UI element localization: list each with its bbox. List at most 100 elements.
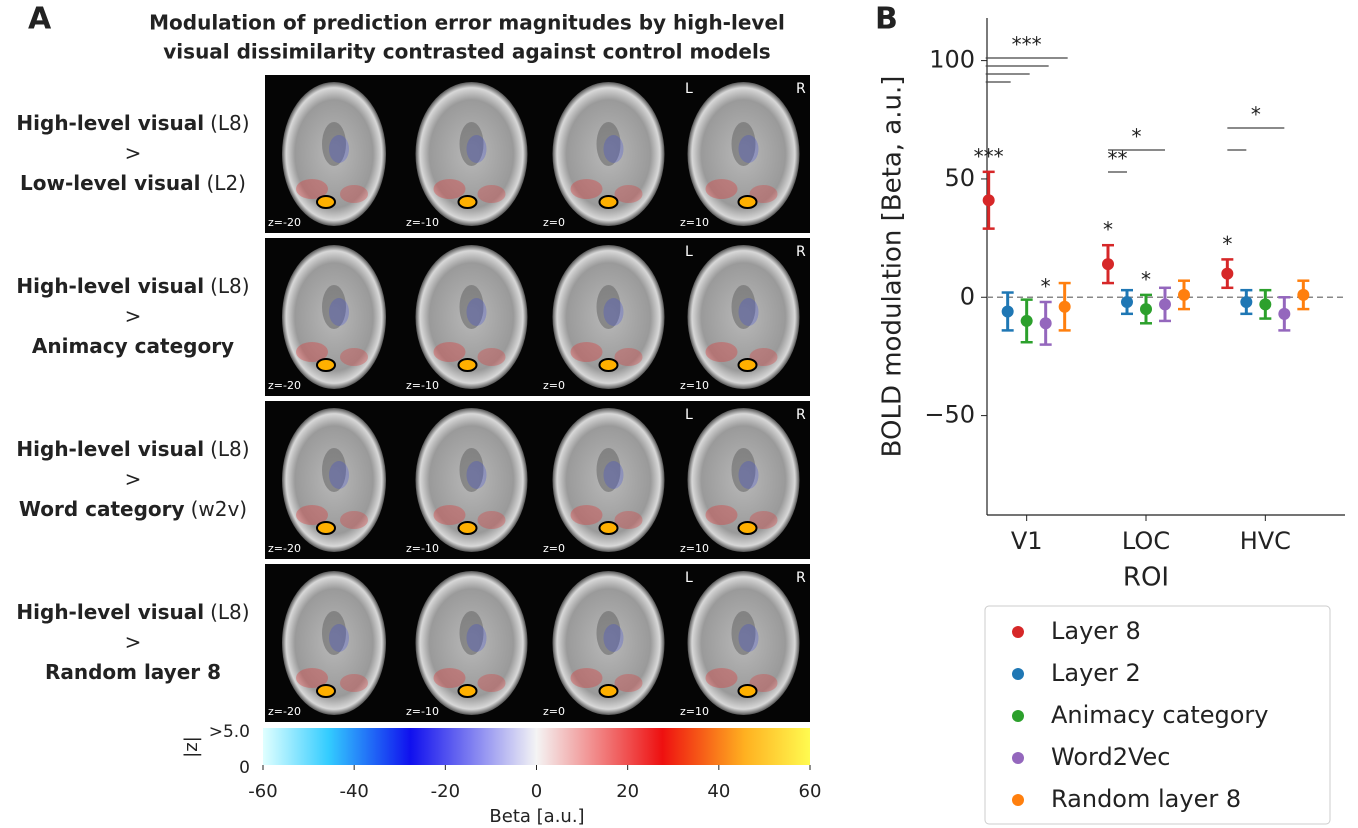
activation-blob — [478, 511, 506, 529]
slice-label: z=-10 — [406, 542, 439, 555]
mean-point — [1259, 298, 1271, 310]
activation-blob — [340, 511, 368, 529]
cluster-outline — [600, 685, 618, 697]
activation-blob — [340, 348, 368, 366]
row-label: Low-level visual(L2) — [20, 171, 246, 195]
colorbar-tick-label: 0 — [531, 781, 542, 802]
row-label: High-level visual(L8) — [16, 274, 249, 298]
activation-blob — [604, 461, 624, 489]
panel-letter: B — [875, 2, 898, 37]
colorbar-tick-label: -20 — [431, 781, 460, 802]
cluster-outline — [600, 522, 618, 534]
activation-blob — [615, 674, 643, 692]
colorbar-label: Beta [a.u.] — [489, 806, 584, 827]
mean-point — [1059, 301, 1071, 313]
row-separator: > — [125, 141, 142, 165]
significance-star: * — [1041, 275, 1051, 299]
mean-point — [1221, 268, 1233, 280]
colorbar-tick-label: 40 — [707, 781, 730, 802]
legend-label: Animacy category — [1051, 701, 1268, 729]
activation-blob — [340, 185, 368, 203]
hemisphere-label: L — [685, 570, 693, 586]
hemisphere-label: R — [796, 570, 806, 586]
mean-point — [1040, 317, 1052, 329]
row-label-part: (L8) — [210, 437, 249, 461]
panel-title: visual dissimilarity contrasted against … — [163, 40, 770, 64]
activation-blob — [467, 298, 487, 326]
row-label: Random layer 8 — [45, 660, 221, 684]
colorbar-tick-label: -40 — [339, 781, 368, 802]
row-label-part: (L8) — [210, 111, 249, 135]
legend-marker — [1012, 668, 1024, 680]
slice-label: z=-20 — [268, 542, 301, 555]
mean-point — [1159, 298, 1171, 310]
activation-blob — [478, 348, 506, 366]
activation-blob — [604, 298, 624, 326]
slice-label: z=0 — [543, 542, 565, 555]
colorbar-tick-label: 60 — [799, 781, 822, 802]
activation-blob — [329, 461, 349, 489]
activation-blob — [467, 461, 487, 489]
activation-blob — [571, 668, 603, 688]
x-axis-label: ROI — [1123, 563, 1169, 593]
mean-point — [1121, 296, 1133, 308]
cluster-outline — [739, 196, 757, 208]
x-tick-label: V1 — [1011, 527, 1043, 555]
slice-label: z=-20 — [268, 216, 301, 229]
cluster-outline — [459, 522, 477, 534]
row-label-part: (L8) — [210, 274, 249, 298]
row-label: High-level visual(L8) — [16, 600, 249, 624]
slice-label: z=10 — [680, 705, 709, 718]
activation-blob — [739, 135, 759, 163]
activation-blob — [478, 674, 506, 692]
mean-point — [1140, 303, 1152, 315]
cluster-outline — [739, 685, 757, 697]
row-separator: > — [125, 304, 142, 328]
colorbar-tick-label: -60 — [248, 781, 277, 802]
row-label-part: High-level visual — [16, 274, 204, 298]
legend-marker — [1012, 626, 1024, 638]
y-tick-label: −50 — [924, 401, 975, 429]
activation-blob — [571, 179, 603, 199]
cluster-outline — [739, 359, 757, 371]
activation-blob — [329, 135, 349, 163]
activation-blob — [706, 342, 738, 362]
row-label-part: Word category — [19, 497, 185, 521]
row-label-part: High-level visual — [16, 600, 204, 624]
row-label: Word category(w2v) — [19, 497, 247, 521]
activation-blob — [615, 185, 643, 203]
cluster-outline — [600, 196, 618, 208]
mean-point — [1240, 296, 1252, 308]
legend-label: Layer 8 — [1051, 617, 1141, 645]
slice-label: z=-10 — [406, 379, 439, 392]
activation-blob — [615, 511, 643, 529]
colorbar-tick-label: 20 — [616, 781, 639, 802]
colorbar-z-tick-label: 0 — [239, 758, 250, 778]
row-label-part: High-level visual — [16, 437, 204, 461]
y-tick-label: 0 — [960, 282, 975, 310]
colorbar — [263, 728, 810, 765]
bracket-label: *** — [1012, 33, 1042, 57]
significance-star: * — [1222, 232, 1232, 256]
activation-blob — [706, 179, 738, 199]
slice-label: z=-10 — [406, 705, 439, 718]
row-label-part: (L2) — [207, 171, 246, 195]
slice-label: z=10 — [680, 216, 709, 229]
row-separator: > — [125, 630, 142, 654]
legend-label: Word2Vec — [1051, 743, 1170, 771]
mean-point — [1278, 308, 1290, 320]
slice-label: z=-20 — [268, 379, 301, 392]
legend-label: Random layer 8 — [1051, 785, 1241, 813]
hemisphere-label: R — [796, 407, 806, 423]
activation-blob — [739, 298, 759, 326]
x-tick-label: HVC — [1240, 527, 1291, 555]
cluster-outline — [317, 196, 335, 208]
hemisphere-label: L — [685, 244, 693, 260]
activation-blob — [434, 342, 466, 362]
slice-label: z=10 — [680, 379, 709, 392]
cluster-outline — [600, 359, 618, 371]
slice-label: z=0 — [543, 216, 565, 229]
y-tick-label: 50 — [944, 164, 975, 192]
significance-star: * — [1103, 218, 1113, 242]
activation-blob — [329, 624, 349, 652]
